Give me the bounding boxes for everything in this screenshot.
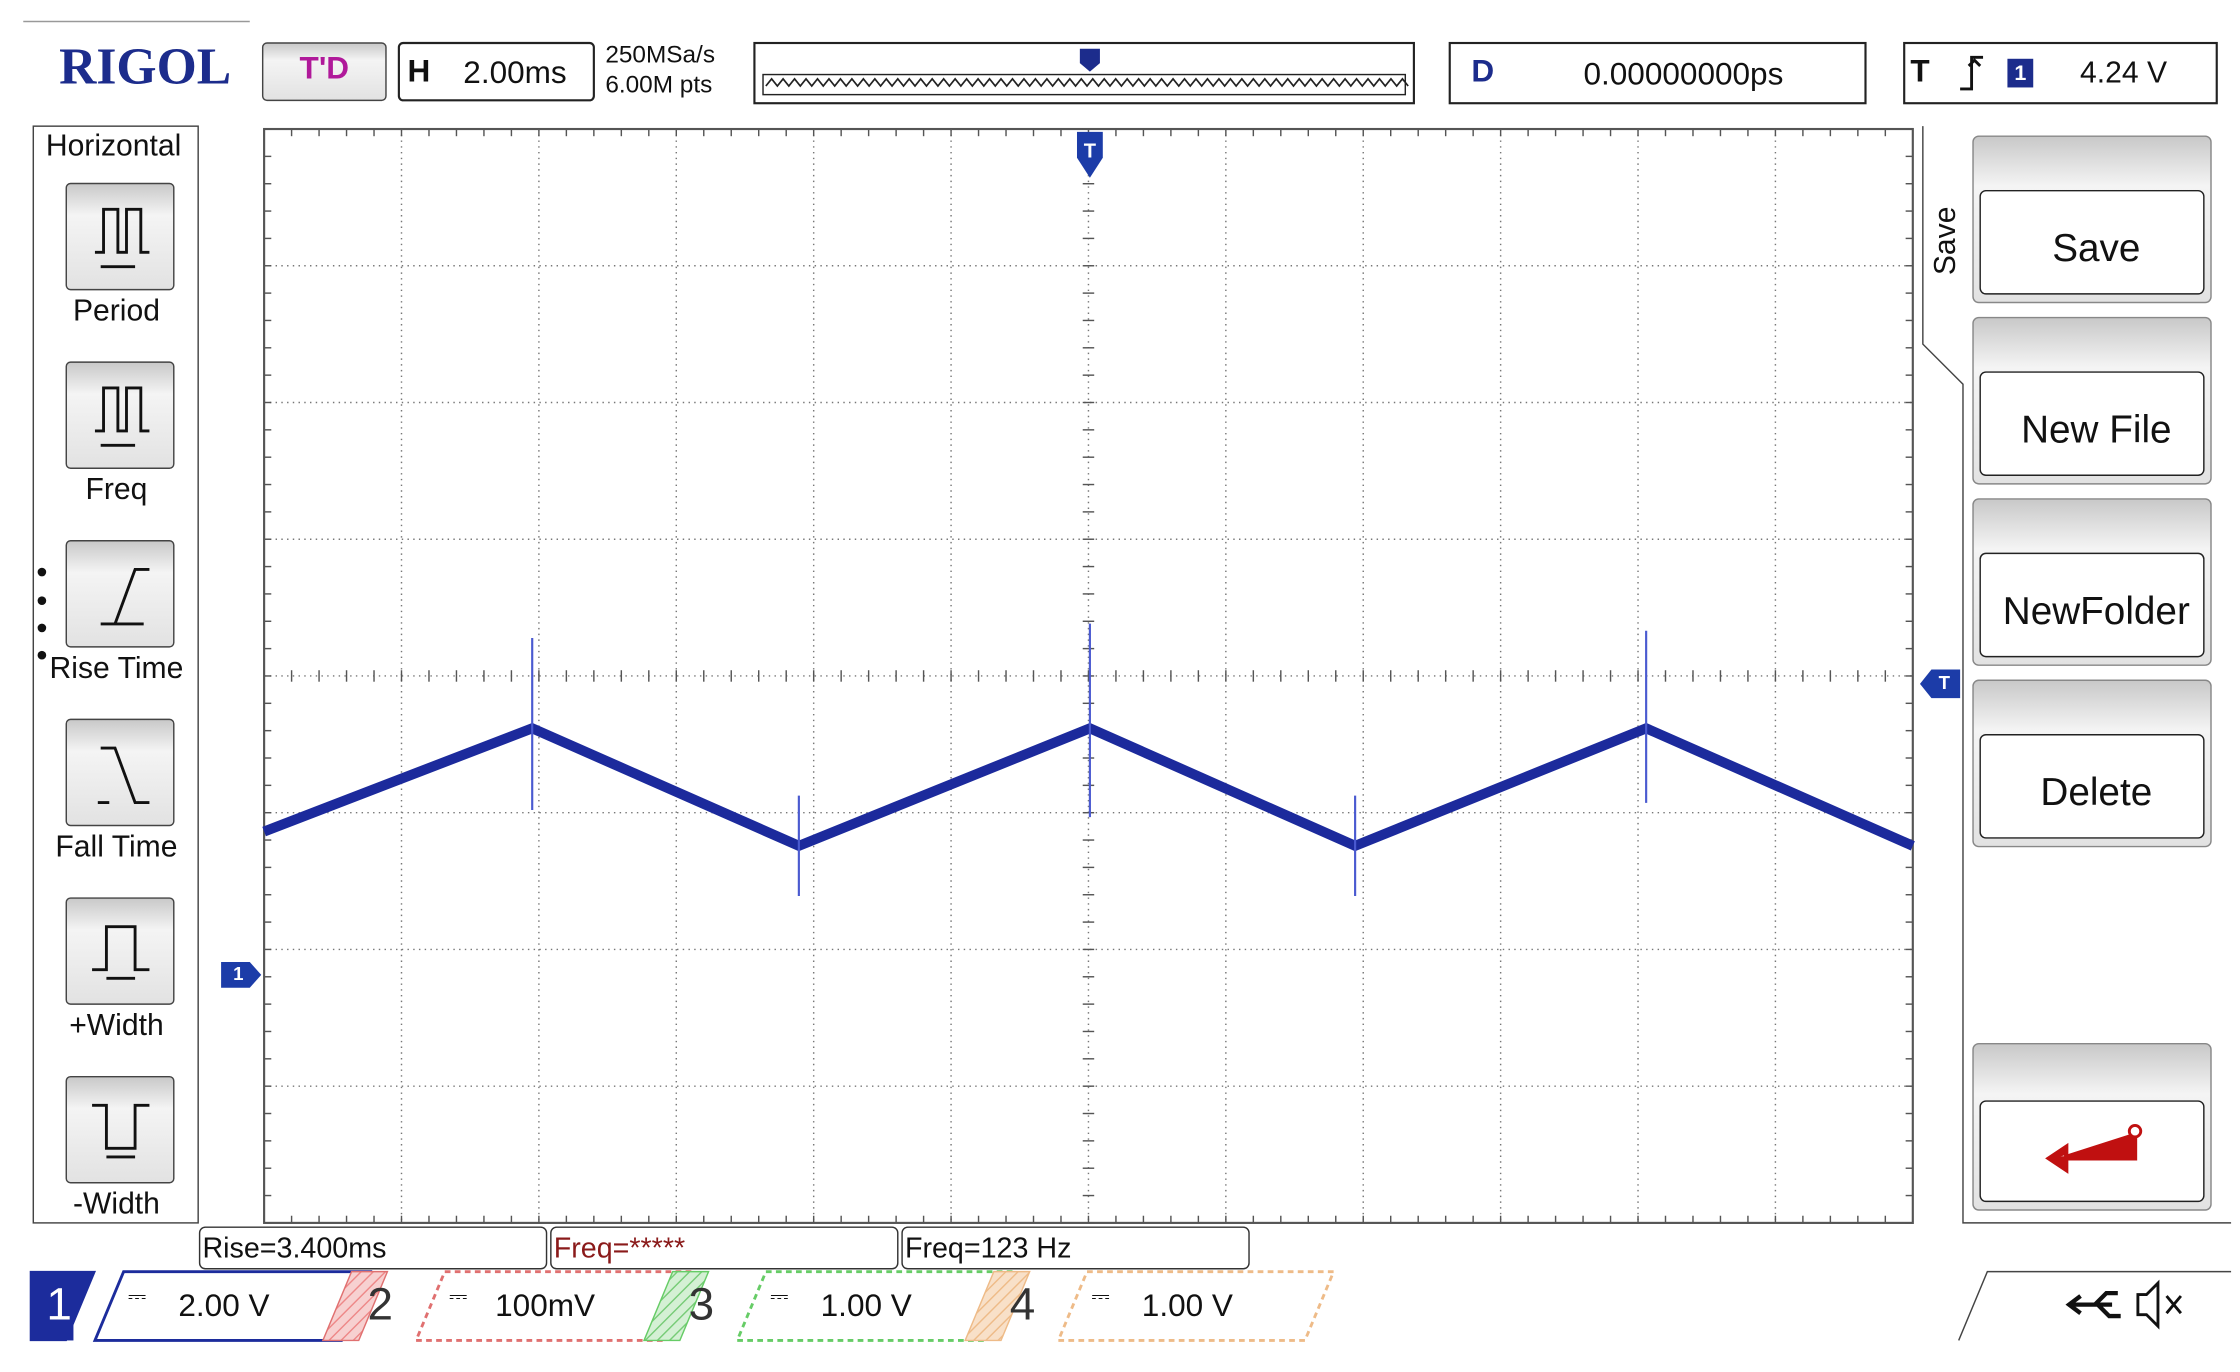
trigger-level: 4.24 V — [2080, 57, 2167, 90]
menu-button[interactable] — [65, 718, 175, 827]
channel-tab — [30, 1271, 74, 1341]
measurement-box — [901, 1226, 1250, 1270]
delay-box — [1448, 41, 1867, 105]
coupling: ⎓ — [449, 1283, 467, 1309]
channel-tab[interactable] — [642, 1270, 710, 1342]
delay: 0.00000000ps — [1583, 55, 1783, 91]
mute-icon — [2136, 1279, 2182, 1330]
trigger-marker-label: T — [1084, 140, 1097, 162]
trigger-pos-icon — [1079, 48, 1100, 72]
left-menu — [32, 125, 199, 1224]
menu-label: Period — [73, 294, 160, 327]
button-face — [1979, 371, 2205, 476]
channel-tab[interactable] — [964, 1270, 1031, 1342]
channel-scale: 2.00 V — [178, 1287, 269, 1323]
measurement: Freq=***** — [554, 1233, 685, 1265]
button-face — [1979, 552, 2205, 658]
button-label: Save — [2052, 227, 2140, 270]
button-face — [1979, 189, 2205, 295]
coupling: ⎓ — [1091, 1283, 1109, 1309]
memory-depth: 6.00M pts — [605, 71, 712, 98]
channel-marker — [221, 961, 262, 988]
trace-spikes — [531, 623, 1648, 897]
button-label: New File — [2021, 408, 2171, 451]
trigger-level-marker-label: T — [1939, 672, 1951, 693]
memory-window — [762, 73, 1407, 96]
trigger-marker — [1076, 131, 1103, 178]
trigger-source: 1 — [2014, 61, 2026, 85]
edge-icon — [1960, 55, 1984, 91]
menu-icon — [94, 207, 150, 269]
menu-label: Rise Time — [50, 652, 184, 685]
menu-icon — [92, 925, 150, 980]
measurement: Freq=123 Hz — [905, 1233, 1071, 1265]
trigger-box — [1903, 41, 2218, 105]
menu-button[interactable] — [65, 540, 175, 648]
menu-button[interactable] — [65, 361, 175, 469]
channel-scale: 1.00 V — [821, 1287, 912, 1323]
sample-rate: 250MSa/s — [605, 41, 715, 68]
menu-icon — [94, 386, 150, 447]
measurement-box — [198, 1226, 548, 1270]
menu-button[interactable] — [65, 1075, 175, 1184]
channel-scale: 100mV — [495, 1287, 595, 1323]
menu-label: -Width — [73, 1188, 160, 1221]
timebase-label: H — [408, 52, 431, 88]
channel-number: 2 — [367, 1278, 393, 1330]
right-menu — [1922, 126, 2232, 1224]
coupling: ⎓ — [128, 1283, 146, 1309]
button-label: Delete — [2040, 771, 2152, 814]
menu-label: Freq — [86, 473, 148, 506]
trigger-label: T — [1910, 52, 1929, 88]
measurement: Rise=3.400ms — [202, 1233, 386, 1265]
button-label: NewFolder — [2003, 590, 2190, 633]
delay-label: D — [1471, 52, 1494, 88]
button-face — [1979, 734, 2205, 839]
measurement-box — [550, 1226, 899, 1270]
trigger-source-box — [2007, 58, 2034, 88]
usb-icon — [2065, 1290, 2121, 1319]
menu-title: Horizontal — [46, 130, 181, 163]
menu-title: Save — [1929, 207, 1962, 276]
menu-button[interactable] — [65, 897, 175, 1005]
timebase: 2.00ms — [463, 54, 566, 90]
channel-number: 1 — [46, 1278, 72, 1330]
channel-marker-label: 1 — [233, 963, 243, 984]
mode: T'D — [300, 50, 350, 86]
memory-wave — [765, 77, 1409, 88]
menu-label: Fall Time — [55, 830, 177, 863]
timebase-box — [397, 41, 595, 102]
menu-icon — [97, 746, 150, 804]
channel-scale-box — [1056, 1270, 1336, 1342]
menu-label: +Width — [69, 1009, 164, 1042]
status-frame — [1958, 1270, 2232, 1341]
coupling: ⎓ — [770, 1283, 788, 1309]
mode-box — [261, 42, 387, 102]
menu-icon — [92, 1103, 150, 1159]
brand: RIGOL — [59, 39, 231, 96]
menu-button[interactable] — [65, 182, 175, 291]
channel-number: 4 — [1010, 1278, 1036, 1330]
channel-scale: 1.00 V — [1142, 1287, 1233, 1323]
menu-icon — [100, 568, 150, 626]
channel-number: 3 — [689, 1278, 715, 1330]
channel-tab[interactable] — [321, 1270, 389, 1342]
return-icon — [2045, 1132, 2138, 1174]
trigger-level-marker — [1919, 669, 1961, 699]
